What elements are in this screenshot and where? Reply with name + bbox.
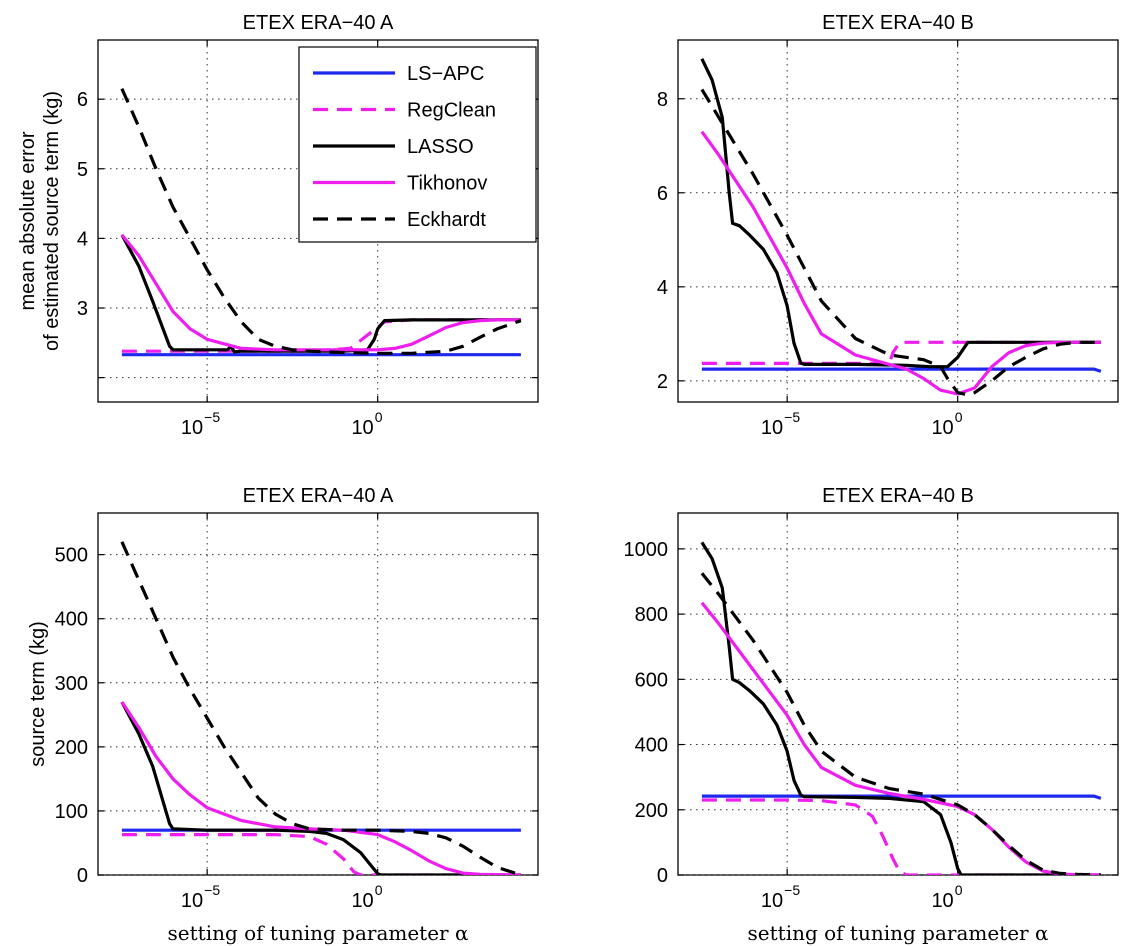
y-axis-label: of estimated source term (kg) [41, 91, 63, 351]
series-line-ls-apc [701, 367, 1102, 373]
y-tick-label: 2 [657, 371, 668, 393]
x-tick-base: 10 [181, 417, 203, 439]
y-tick-label: 3 [77, 298, 88, 320]
y-tick-label: 4 [77, 228, 88, 250]
plot-area [677, 512, 1119, 876]
y-tick-label: 0 [657, 865, 668, 887]
x-tick-exponent: −5 [784, 409, 800, 425]
series-line-eckhardt [700, 572, 1101, 875]
y-tick-label: 6 [77, 89, 88, 111]
x-tick-base: 10 [351, 890, 373, 912]
y-tick-label: 5 [77, 159, 88, 181]
x-tick-base: 10 [761, 417, 783, 439]
legend-label: RegClean [407, 100, 496, 122]
x-tick-exponent: 0 [375, 882, 383, 898]
series-group [120, 88, 522, 357]
series-line-regclean [701, 798, 1101, 875]
y-tick-label: 500 [55, 545, 88, 567]
x-axis-label: setting of tuning parameter α [748, 921, 1049, 945]
x-tick-label: 10 0 [351, 409, 382, 439]
x-tick-label: 10 0 [931, 409, 962, 439]
x-tick-label: 10 −5 [761, 409, 800, 439]
x-tick-label: 10 −5 [181, 882, 220, 912]
x-tick-base: 10 [181, 890, 203, 912]
x-tick-base: 10 [351, 417, 373, 439]
x-tick-exponent: −5 [784, 882, 800, 898]
series-line-eckhardt [700, 88, 1101, 397]
panel-title: ETEX ERA−40 A [243, 12, 394, 34]
series-line-eckhardt [120, 88, 522, 355]
x-tick-exponent: −5 [204, 882, 220, 898]
plot-area [97, 512, 539, 876]
y-tick-label: 200 [635, 800, 668, 822]
panel-title: ETEX ERA−40 B [822, 12, 974, 34]
x-tick-label: 10 −5 [181, 409, 220, 439]
series-group [700, 58, 1102, 397]
legend: LS−APC RegClean LASSO Tikhonov Eckhardt [298, 46, 537, 243]
y-tick-label: 4 [657, 277, 668, 299]
plot-frame [677, 512, 1119, 876]
y-axis-label: source term (kg) [27, 621, 49, 767]
series-line-tikhonov [700, 601, 1101, 875]
legend-label: LS−APC [407, 63, 484, 85]
y-tick-label: 6 [657, 183, 668, 205]
x-tick-base: 10 [931, 890, 953, 912]
legend-label: Tikhonov [407, 173, 487, 195]
panel-bottom-left: ETEX ERA−40 A setting of tuning paramete… [27, 485, 539, 945]
x-tick-base: 10 [761, 890, 783, 912]
panel-title: ETEX ERA−40 B [822, 485, 974, 507]
y-axis-label: mean absolute error [17, 131, 39, 310]
y-tick-label: 8 [657, 89, 668, 111]
series-line-lasso [120, 234, 521, 354]
plot-frame [97, 512, 539, 876]
series-line-tikhonov [700, 130, 1101, 396]
x-tick-base: 10 [931, 417, 953, 439]
x-tick-label: 10 0 [931, 882, 962, 912]
series-line-lasso [700, 541, 1101, 875]
x-tick-label: 10 −5 [761, 882, 800, 912]
y-tick-label: 600 [635, 669, 668, 691]
x-tick-exponent: −5 [204, 409, 220, 425]
series-group [700, 541, 1102, 875]
series-line-tikhonov [120, 233, 521, 352]
y-tick-label: 1000 [624, 539, 669, 561]
legend-label: Eckhardt [407, 209, 486, 231]
x-tick-exponent: 0 [955, 882, 963, 898]
y-tick-label: 0 [77, 865, 88, 887]
panel-bottom-right: ETEX ERA−40 B setting of tuning paramete… [624, 485, 1119, 945]
y-tick-label: 400 [55, 609, 88, 631]
y-tick-label: 200 [55, 737, 88, 759]
series-line-regclean [121, 832, 521, 875]
series-line-lasso [700, 58, 1101, 369]
x-tick-label: 10 0 [351, 882, 382, 912]
series-line-regclean [701, 340, 1101, 365]
series-group [120, 541, 522, 875]
y-tick-label: 300 [55, 673, 88, 695]
y-tick-label: 100 [55, 801, 88, 823]
y-tick-label: 800 [635, 604, 668, 626]
legend-label: LASSO [407, 136, 474, 158]
series-line-lasso [120, 701, 521, 875]
x-axis-label: setting of tuning parameter α [168, 921, 469, 945]
x-tick-exponent: 0 [375, 409, 383, 425]
panel-title: ETEX ERA−40 A [243, 485, 394, 507]
y-tick-label: 400 [635, 735, 668, 757]
x-tick-exponent: 0 [955, 409, 963, 425]
